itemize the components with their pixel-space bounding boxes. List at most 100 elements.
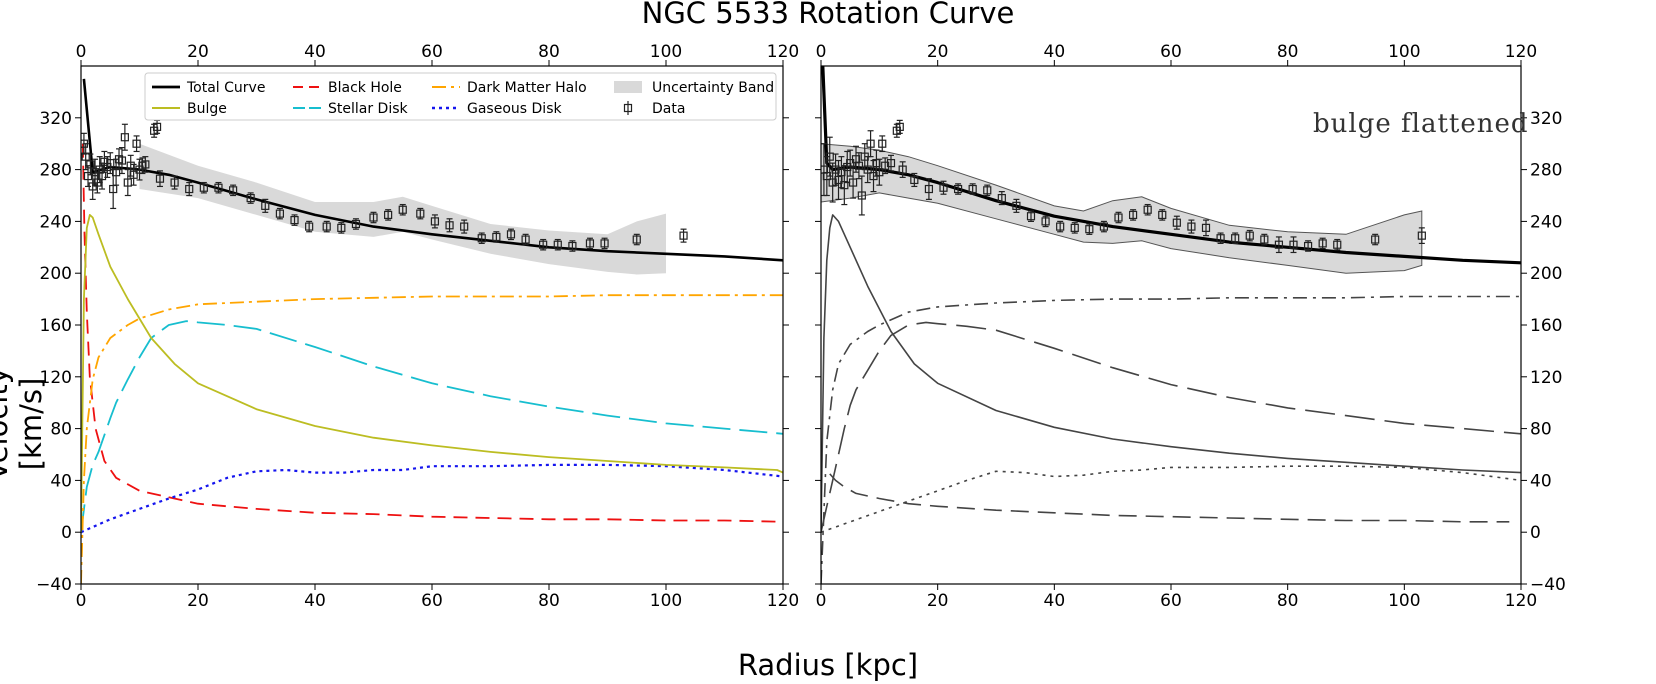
data-point [337,222,346,234]
series-bulge [821,214,1521,533]
data-point [477,232,486,245]
data-marker [384,210,393,220]
data-point [1333,238,1342,251]
x-tick-label: 120 [767,591,799,611]
data-point [199,181,208,194]
data-point [123,169,132,197]
data-marker [120,133,129,142]
data-point [1026,210,1036,222]
data-point [141,156,150,173]
legend-label: Data [652,101,685,117]
series-dark-matter-halo [821,295,1521,584]
data-marker [1371,235,1380,244]
legend-entry-black-hole: Black Hole [293,80,402,96]
y-tick-label: 40 [50,471,72,491]
data-marker [997,193,1006,203]
data-marker [521,235,530,244]
data-marker [1216,234,1225,243]
data-marker [351,219,361,229]
data-point [1201,219,1211,237]
data-marker [854,161,864,170]
data-marker [1274,240,1284,249]
x-tick-label: 100 [1388,591,1420,611]
data-marker [1187,222,1196,231]
legend-marker [623,103,633,113]
data-point [1099,220,1109,233]
data-point [132,135,141,153]
left-panel: 002020404060608080100100120120−400408012… [36,42,799,611]
data-marker [848,178,858,187]
x-tick-label: 20 [927,591,949,611]
data-point [834,159,843,200]
data-marker [111,168,121,177]
data-marker [290,216,299,225]
data-point [117,146,127,175]
data-marker [895,122,904,131]
panel-annotation: bulge flattened [1313,109,1529,139]
data-point [1085,223,1094,235]
data-marker [132,139,141,148]
data-marker [337,223,346,232]
data-point [825,136,834,177]
data-point [1260,233,1269,246]
data-marker [106,159,115,168]
data-marker [123,178,132,187]
data-point [1128,209,1138,221]
data-marker [261,201,270,210]
data-marker [246,193,255,203]
data-marker [600,239,609,248]
data-point [1056,220,1065,233]
x-tick-label: 0 [816,591,827,611]
data-point [924,178,934,200]
series-black-hole [81,143,783,523]
x-tick-label-top: 120 [1505,42,1537,62]
data-marker [1201,223,1211,232]
data-marker [369,213,378,222]
data-marker [1245,231,1254,240]
data-marker [1128,210,1138,220]
data-marker [1143,205,1152,214]
data-marker [1231,234,1240,243]
legend-label: Black Hole [328,80,402,96]
x-tick-label: 80 [1277,591,1299,611]
data-marker [568,241,577,251]
data-marker [1099,222,1109,231]
y-tick-label: 80 [50,420,72,440]
data-point [600,237,609,250]
x-tick-label-top: 60 [421,42,443,62]
legend-entry-gaseous-disk: Gaseous Disk [432,101,562,117]
data-marker [445,221,454,230]
data-point [1114,211,1123,224]
data-point [1216,232,1225,245]
x-tick-label-top: 80 [538,42,560,62]
data-marker [910,175,919,185]
data-point [246,192,255,204]
data-marker [141,160,150,169]
legend-entry-bulge: Bulge [152,101,227,117]
data-point [1289,236,1298,254]
data-point [170,175,179,190]
data-point [1012,198,1021,213]
y-tick-label: 120 [1530,368,1562,388]
data-point [155,170,165,188]
x-tick-label-top: 120 [767,42,799,62]
data-marker [1417,231,1426,240]
legend-entry-uncertainty-band: Uncertainty Band [614,80,774,96]
data-point [460,219,469,234]
data-marker [1303,241,1313,251]
data-point [111,158,121,186]
data-marker [1056,222,1065,231]
data-marker [1085,225,1094,234]
x-tick-label-top: 100 [1388,42,1420,62]
data-point [1245,229,1254,242]
data-marker [460,222,469,231]
data-marker [983,186,992,195]
data-marker [585,239,595,248]
data-marker [492,232,501,242]
y-tick-label: 280 [40,161,72,181]
data-marker [1026,212,1036,221]
data-marker [878,139,887,148]
data-point [679,228,688,243]
